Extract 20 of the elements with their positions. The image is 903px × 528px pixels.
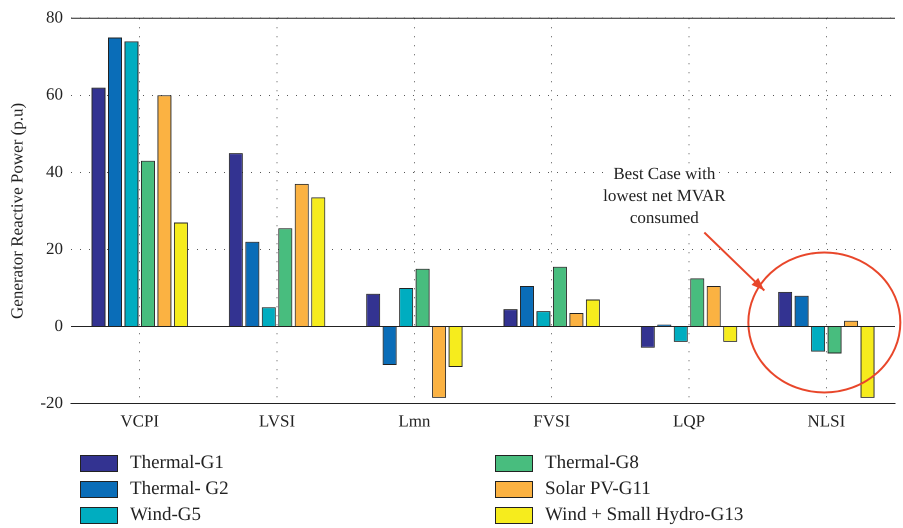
y-tick-label: 0 [54, 316, 64, 335]
y-tick-label: 60 [46, 84, 64, 104]
x-tick-label: FVSI [533, 411, 570, 430]
x-tick-label: LVSI [258, 411, 296, 430]
y-tick-label: 80 [46, 8, 64, 27]
x-tick-label: LQP [672, 411, 706, 430]
legend-label: Wind + Small Hydro-G13 [545, 504, 744, 526]
x-tick-label: VCPI [120, 411, 160, 430]
legend-label: Thermal-G1 [130, 452, 224, 474]
y-axis-title: Generator Reactive Power (p.u) [8, 102, 27, 319]
legend-label: Solar PV-G11 [545, 478, 651, 500]
y-tick-label: 40 [46, 162, 64, 181]
legend-label: Thermal-G8 [545, 452, 639, 474]
legend-label: Wind-G5 [130, 504, 201, 526]
legend-label: Thermal- G2 [130, 478, 229, 500]
annotation: Best Case with lowest net MVAR consumed [603, 164, 726, 227]
y-tick-label: 20 [46, 238, 64, 258]
y-tick-label: -20 [40, 393, 64, 412]
x-tick-label: NLSI [807, 411, 846, 430]
x-tick-label: Lmn [398, 411, 431, 430]
